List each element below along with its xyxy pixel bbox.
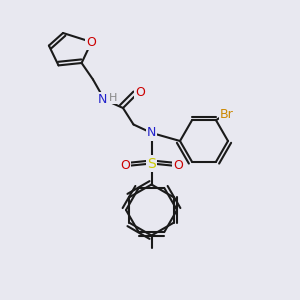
Text: Br: Br: [220, 108, 234, 121]
Text: O: O: [135, 86, 145, 100]
Text: O: O: [173, 159, 183, 172]
Text: O: O: [87, 35, 96, 49]
Text: N: N: [97, 93, 107, 106]
Text: N: N: [147, 126, 156, 140]
Text: O: O: [120, 159, 130, 172]
Text: H: H: [109, 93, 118, 103]
Text: S: S: [147, 157, 156, 170]
